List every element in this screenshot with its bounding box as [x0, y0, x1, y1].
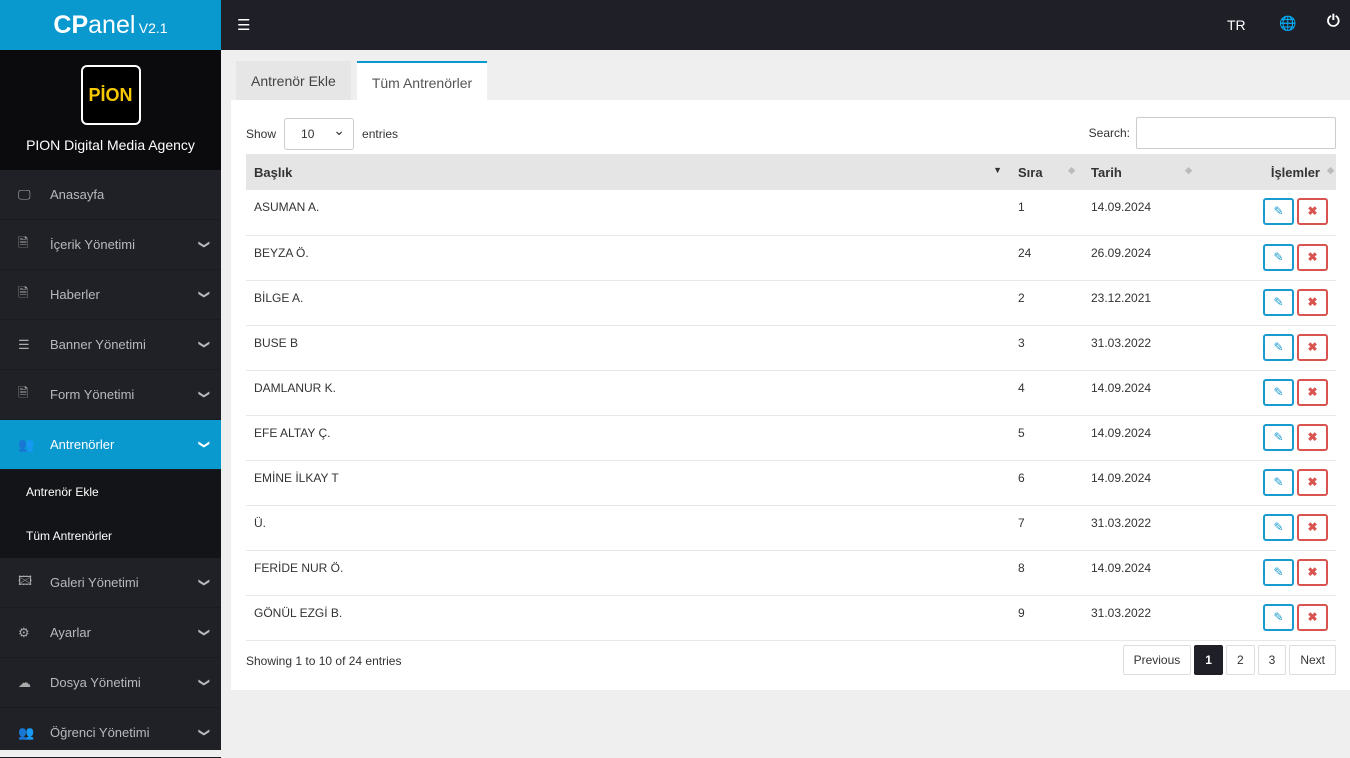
previous-button[interactable]: Previous — [1122, 645, 1192, 675]
sidebar-item[interactable]: 🖾 Galeri Yönetimi ❯ — [0, 558, 221, 608]
sidebar-item[interactable]: 🗎 Form Yönetimi ❯ — [0, 370, 221, 420]
delete-button[interactable]: ✖ — [1297, 198, 1328, 225]
edit-button[interactable]: ✎ — [1263, 378, 1294, 406]
col-sira[interactable]: Sıra ◆ — [1010, 154, 1083, 190]
tab[interactable]: Antrenör Ekle — [236, 61, 351, 101]
menu-icon: 👥 — [18, 436, 35, 452]
delete-button[interactable]: ✖ — [1297, 288, 1328, 316]
menu-icon: 🗎 — [18, 284, 29, 300]
brand[interactable]: CPanel V2.1 — [0, 0, 221, 50]
sidebar-item[interactable]: 🗎 İçerik Yönetimi ❯ — [0, 220, 221, 270]
submenu-item[interactable]: Tüm Antrenörler — [26, 529, 113, 543]
chevron-down-icon: ❯ — [197, 289, 210, 300]
edit-button[interactable]: ✎ — [1263, 558, 1294, 586]
col-baslik[interactable]: Başlık ▼ — [246, 154, 1010, 190]
next-button[interactable]: Next — [1289, 645, 1336, 675]
edit-button[interactable]: ✎ — [1263, 288, 1294, 316]
table-info: Showing 1 to 10 of 24 entries — [246, 654, 402, 668]
profile-name: PION Digital Media Agency — [26, 137, 195, 153]
tabs: Antrenör Ekle Tüm Antrenörler — [236, 61, 493, 101]
delete-button[interactable]: ✖ — [1297, 468, 1328, 496]
page-button[interactable]: 1 — [1194, 645, 1223, 675]
table-row: GÖNÜL EZGİ B. 9 31.03.2022 ✎ ✖ — [246, 595, 1336, 641]
page-button[interactable]: 2 — [1225, 645, 1255, 675]
chevron-down-icon: ❯ — [197, 439, 210, 450]
edit-button[interactable]: ✎ — [1263, 423, 1294, 451]
menu-icon: 🖾 — [18, 572, 33, 588]
delete-button[interactable]: ✖ — [1297, 558, 1328, 586]
menu-icon: ☰ — [18, 336, 30, 352]
tab[interactable]: Tüm Antrenörler — [356, 61, 488, 101]
table-row: EMİNE İLKAY T 6 14.09.2024 ✎ ✖ — [246, 460, 1336, 506]
table-row: DAMLANUR K. 4 14.09.2024 ✎ ✖ — [246, 370, 1336, 416]
show-label: Show — [246, 127, 277, 141]
profile: PİON PION Digital Media Agency — [0, 50, 221, 170]
table-row: ASUMAN A. 1 14.09.2024 ✎ ✖ — [246, 190, 1336, 236]
globe-icon[interactable]: 🌐 — [1279, 15, 1297, 31]
search-input[interactable] — [1136, 117, 1336, 149]
table-row: BUSE B 3 31.03.2022 ✎ ✖ — [246, 325, 1336, 371]
menu-icon: 🖵 — [18, 186, 31, 202]
edit-button[interactable]: ✎ — [1263, 198, 1294, 225]
table-row: FERİDE NUR Ö. 8 14.09.2024 ✎ ✖ — [246, 550, 1336, 596]
menu-icon: 👥 — [18, 724, 35, 740]
page-button[interactable]: 3 — [1257, 645, 1287, 675]
edit-button[interactable]: ✎ — [1263, 333, 1294, 361]
delete-button[interactable]: ✖ — [1297, 333, 1328, 361]
delete-button[interactable]: ✖ — [1297, 378, 1328, 406]
delete-button[interactable]: ✖ — [1297, 513, 1328, 541]
entries-label: entries — [362, 127, 399, 141]
chevron-down-icon: ❯ — [197, 389, 210, 400]
edit-button[interactable]: ✎ — [1263, 603, 1294, 631]
edit-button[interactable]: ✎ — [1263, 243, 1294, 271]
chevron-down-icon: ❯ — [197, 339, 210, 350]
delete-button[interactable]: ✖ — [1297, 603, 1328, 631]
chevron-down-icon: ❯ — [197, 239, 210, 250]
edit-button[interactable]: ✎ — [1263, 468, 1294, 496]
sidebar: PİON PION Digital Media Agency 🖵 Anasayfa… — [0, 50, 221, 758]
power-icon[interactable]: ⏻ — [1327, 13, 1340, 30]
search-label: Search: — [1088, 126, 1130, 140]
edit-button[interactable]: ✎ — [1263, 513, 1294, 541]
table-row: EFE ALTAY Ç. 5 14.09.2024 ✎ ✖ — [246, 415, 1336, 461]
menu-icon: 🗎 — [18, 234, 29, 250]
menu-icon: ⚙ — [18, 624, 30, 640]
col-tarih[interactable]: Tarih ◆ — [1083, 154, 1200, 190]
sidebar-item[interactable]: 🖵 Anasayfa — [0, 170, 221, 220]
table-row: Ü. 7 31.03.2022 ✎ ✖ — [246, 505, 1336, 551]
entries-select[interactable]: 10 — [284, 115, 355, 150]
sidebar-item[interactable]: ☁ Dosya Yönetimi ❯ — [0, 658, 221, 708]
sidebar-item[interactable]: ☰ Banner Yönetimi ❯ — [0, 320, 221, 370]
sidebar-item[interactable]: 👥 Antrenörler ❯ — [0, 420, 221, 470]
menu-icon: 🗎 — [18, 384, 29, 400]
chevron-down-icon: ❯ — [197, 727, 210, 738]
table-row: BEYZA Ö. 24 26.09.2024 ✎ ✖ — [246, 235, 1336, 281]
delete-button[interactable]: ✖ — [1297, 243, 1328, 271]
delete-button[interactable]: ✖ — [1297, 423, 1328, 451]
sidebar-item[interactable]: ⚙ Ayarlar ❯ — [0, 608, 221, 658]
table-row: BİLGE A. 2 23.12.2021 ✎ ✖ — [246, 280, 1336, 326]
chevron-down-icon: ❯ — [197, 627, 210, 638]
chevron-down-icon: ❯ — [197, 577, 210, 588]
data-table: Başlık ▼ Sıra ◆ Tarih ◆ İşlemler ◆ ASUMAN A.… — [246, 154, 1336, 641]
topbar: ☰ TR 🌐 ⏻ — [221, 0, 1350, 50]
logo: PİON — [80, 65, 141, 125]
sidebar-toggle-icon[interactable]: ☰ — [237, 17, 251, 34]
sidebar-item[interactable]: 👥 Öğrenci Yönetimi ❯ — [0, 708, 221, 758]
menu-icon: ☁ — [18, 674, 31, 690]
pagination: Previous 1 2 3 Next — [1120, 645, 1336, 675]
submenu-item[interactable]: Antrenör Ekle — [26, 485, 99, 499]
content-panel: Show 10 entries Search: Başlık▼ Sıra◆ Tari… — [231, 100, 1350, 690]
chevron-down-icon: ❯ — [197, 677, 210, 688]
sidebar-item[interactable]: 🗎 Haberler ❯ — [0, 270, 221, 320]
language-button[interactable]: TR — [1227, 17, 1246, 33]
col-islemler[interactable]: İşlemler ◆ — [1200, 154, 1336, 190]
